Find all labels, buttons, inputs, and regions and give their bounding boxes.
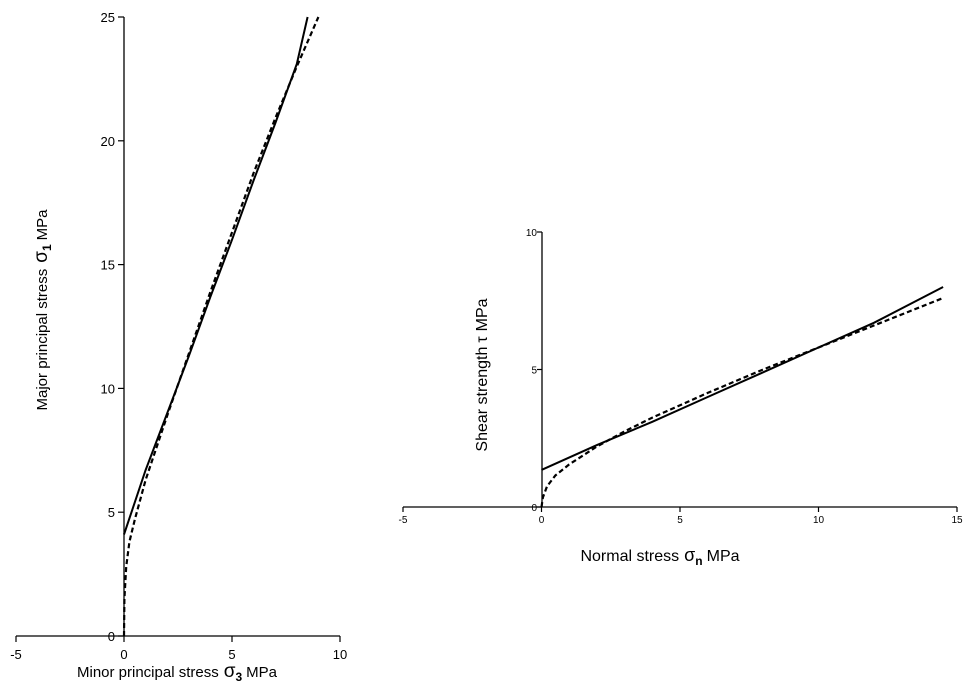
right-y-tick-label: 0 (531, 503, 537, 514)
left-tick-labels: -5 0 5 10 0 5 10 15 20 25 (10, 10, 347, 662)
right-x-tick-label: 0 (539, 515, 545, 526)
left-y-tick-label: 0 (108, 629, 115, 644)
right-tick-labels: -5 0 5 10 15 0 5 10 (399, 228, 963, 526)
left-x-tick-label: 5 (228, 647, 235, 662)
right-y-tick-label: 10 (526, 228, 538, 239)
left-y-tick-label: 25 (101, 10, 115, 25)
left-y-label-unit: MPa (34, 209, 51, 241)
left-x-tick-label: 0 (120, 647, 127, 662)
left-y-tick-label: 20 (101, 134, 115, 149)
right-x-tick-label: -5 (399, 515, 408, 526)
left-x-label-unit: MPa (246, 664, 278, 681)
right-series-solid-line (541, 286, 944, 471)
right-series (540, 286, 944, 508)
right-x-label-text: Normal stress (580, 548, 679, 565)
left-series (122, 16, 320, 637)
right-x-label-symbol: σ (684, 545, 695, 565)
right-y-label-text: Shear strength (474, 347, 491, 452)
right-x-label-unit: MPa (707, 548, 740, 565)
left-x-label-symbol: σ (224, 661, 236, 682)
right-y-tick-label: 5 (531, 366, 537, 377)
left-x-tick-label: -5 (10, 647, 22, 662)
right-y-axis-title: Shear strength τ MPa (474, 298, 491, 451)
right-x-tick-label: 15 (951, 515, 963, 526)
left-y-tick-label: 15 (101, 258, 115, 273)
left-x-tick-label: 10 (333, 647, 347, 662)
right-chart: -5 0 5 10 15 0 5 10 Shear strength τ MPa Normal s… (399, 228, 963, 568)
left-y-tick-label: 5 (108, 505, 115, 520)
left-axes (15, 16, 341, 642)
right-axes (402, 231, 958, 512)
left-y-axis-title: Major principal stress σ1 MPa (31, 209, 54, 411)
right-y-label-unit: MPa (474, 298, 491, 331)
left-y-label-text: Major principal stress (34, 269, 51, 411)
left-x-label-sub: 3 (235, 670, 242, 683)
left-y-label-symbol: σ (31, 251, 52, 263)
right-x-axis-title: Normal stress σn MPa (580, 545, 739, 568)
right-y-label-symbol: τ (474, 336, 491, 343)
left-y-tick-label: 10 (101, 381, 115, 396)
left-series-dashed-line (122, 16, 320, 637)
right-x-label-sub: n (695, 554, 702, 568)
left-chart: -5 0 5 10 0 5 10 15 20 25 Major principal stress σ… (10, 10, 347, 683)
left-x-label-text: Minor principal stress (77, 664, 219, 681)
right-x-tick-label: 5 (677, 515, 683, 526)
left-series-solid-line (123, 16, 309, 535)
left-x-axis-title: Minor principal stress σ3 MPa (77, 661, 278, 683)
left-y-label-sub: 1 (40, 244, 54, 251)
right-x-tick-label: 10 (813, 515, 825, 526)
right-series-dashed-line (540, 296, 944, 508)
